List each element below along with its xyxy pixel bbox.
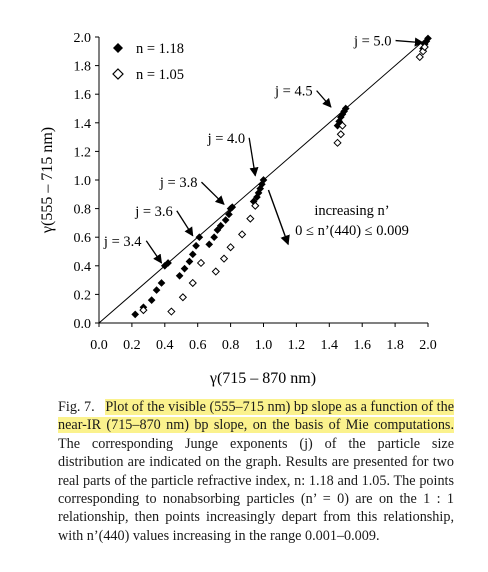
gamma-scatter-chart: 0.0 0.2 0.4 0.6 0.8 1.0 1.2 1.4 1.6 1.8 2.0 0.0 0.2 0… (39, 31, 437, 387)
annotation-j50: j = 5.0 (353, 34, 392, 50)
x-tick-label: 1.4 (321, 338, 339, 353)
data-point-n118 (228, 203, 237, 211)
data-point-n105 (251, 201, 260, 210)
caption-body: The corresponding Junge exponents (j) of… (58, 435, 454, 544)
data-point-n105 (167, 307, 176, 316)
data-point-n105 (139, 306, 148, 315)
data-point-n118 (185, 257, 194, 266)
annotation-j38: j = 3.8 (159, 175, 198, 191)
x-tick-label: 1.0 (255, 338, 273, 353)
annotation-arrow-j50 (395, 37, 424, 47)
data-point-n118 (152, 286, 161, 294)
data-point-n118 (341, 104, 350, 113)
data-point-n105 (211, 267, 220, 276)
data-point-n118 (164, 259, 172, 267)
note-line1: increasing n’ (314, 203, 389, 219)
y-tick-label: 1.0 (74, 174, 92, 189)
caption-highlight: Plot of the visible (555–715 nm) bp slop… (58, 399, 455, 434)
data-point-n105 (178, 293, 188, 302)
data-point-n118 (424, 34, 432, 43)
data-point-n105 (238, 230, 247, 239)
y-tick-label: 0.0 (74, 317, 92, 332)
annotation-j34: j = 3.4 (103, 234, 142, 250)
data-point-n105 (333, 138, 342, 147)
data-point-n118 (147, 296, 156, 304)
legend-label-n105: n = 1.05 (136, 67, 184, 83)
annotation-j40: j = 4.0 (207, 131, 246, 147)
y-tick-label: 0.4 (74, 260, 92, 275)
x-tick-label: 1.2 (288, 338, 306, 353)
caption-label: Fig. 7. (58, 399, 95, 415)
y-tick-label: 0.2 (74, 288, 92, 303)
data-point-n118 (259, 176, 268, 184)
data-point-n118 (180, 264, 189, 273)
y-tick-label: 1.6 (74, 88, 92, 103)
y-tick-label: 1.2 (74, 145, 92, 160)
data-point-n105 (336, 130, 345, 139)
x-tick-label: 0.8 (222, 338, 240, 353)
annotations: j = 5.0 j = 4.5 j = 4.0 j = 3.8 j = 3.6 j = 3… (103, 34, 424, 264)
y-tick-label: 2.0 (74, 31, 92, 46)
data-point-n118 (216, 221, 225, 230)
data-point-n118 (188, 250, 197, 259)
annotation-arrow-j45 (316, 90, 332, 108)
data-point-n105 (188, 278, 197, 288)
legend-label-n118: n = 1.18 (136, 41, 184, 57)
data-point-n118 (192, 241, 200, 250)
y-tick-label: 1.4 (74, 117, 92, 132)
x-tick-label: 0.6 (189, 338, 207, 353)
data-point-n105 (246, 214, 255, 223)
x-axis-label: γ(715 – 870 nm) (209, 370, 316, 387)
legend-marker-n118 (113, 43, 123, 53)
annotation-j36: j = 3.6 (134, 204, 173, 220)
data-point-n105 (415, 52, 424, 62)
legend-marker-n105 (112, 68, 124, 80)
annotation-arrow-j36 (176, 210, 194, 237)
data-point-n118 (213, 226, 222, 234)
increasing-n-arrow (267, 189, 290, 246)
data-point-n118 (157, 279, 166, 287)
annotation-arrow-j34 (145, 240, 163, 264)
increasing-n-note: increasing n’ 0 ≤ n’(440) ≤ 0.009 (295, 203, 409, 239)
data-points (131, 34, 432, 319)
data-point-n118 (175, 271, 184, 280)
data-point-n105 (196, 258, 206, 268)
y-tick-label: 1.8 (74, 60, 92, 75)
x-tick-label: 0.4 (156, 338, 174, 353)
data-point-n118 (195, 233, 204, 242)
data-point-n118 (205, 240, 214, 249)
data-point-n118 (225, 210, 233, 219)
y-tick-label: 0.6 (74, 231, 92, 246)
x-tick-label: 0.0 (90, 338, 108, 353)
data-point-n118 (221, 216, 230, 224)
note-line2: 0 ≤ n’(440) ≤ 0.009 (295, 223, 409, 239)
annotation-j45: j = 4.5 (274, 84, 313, 100)
y-tick-label: 0.8 (74, 203, 92, 218)
y-axis-label: γ(555 – 715 nm) (39, 127, 56, 234)
data-point-n105 (219, 254, 229, 263)
data-point-n118 (210, 233, 218, 242)
x-tick-label: 0.2 (123, 338, 141, 353)
legend: n = 1.18 n = 1.05 (112, 41, 184, 83)
data-point-n118 (131, 310, 140, 319)
figure-caption: Fig. 7. Plot of the visible (555–715 nm)… (58, 398, 455, 545)
x-tick-label: 2.0 (419, 338, 437, 353)
x-tick-label: 1.8 (386, 338, 404, 353)
annotation-arrow-j38 (201, 181, 225, 205)
annotation-arrow-j40 (248, 137, 259, 177)
data-point-n105 (226, 243, 235, 252)
axes: 0.0 0.2 0.4 0.6 0.8 1.0 1.2 1.4 1.6 1.8 2.0 0.0 0.2 0… (74, 31, 437, 353)
x-tick-label: 1.6 (353, 338, 371, 353)
data-point-n105 (338, 121, 347, 130)
